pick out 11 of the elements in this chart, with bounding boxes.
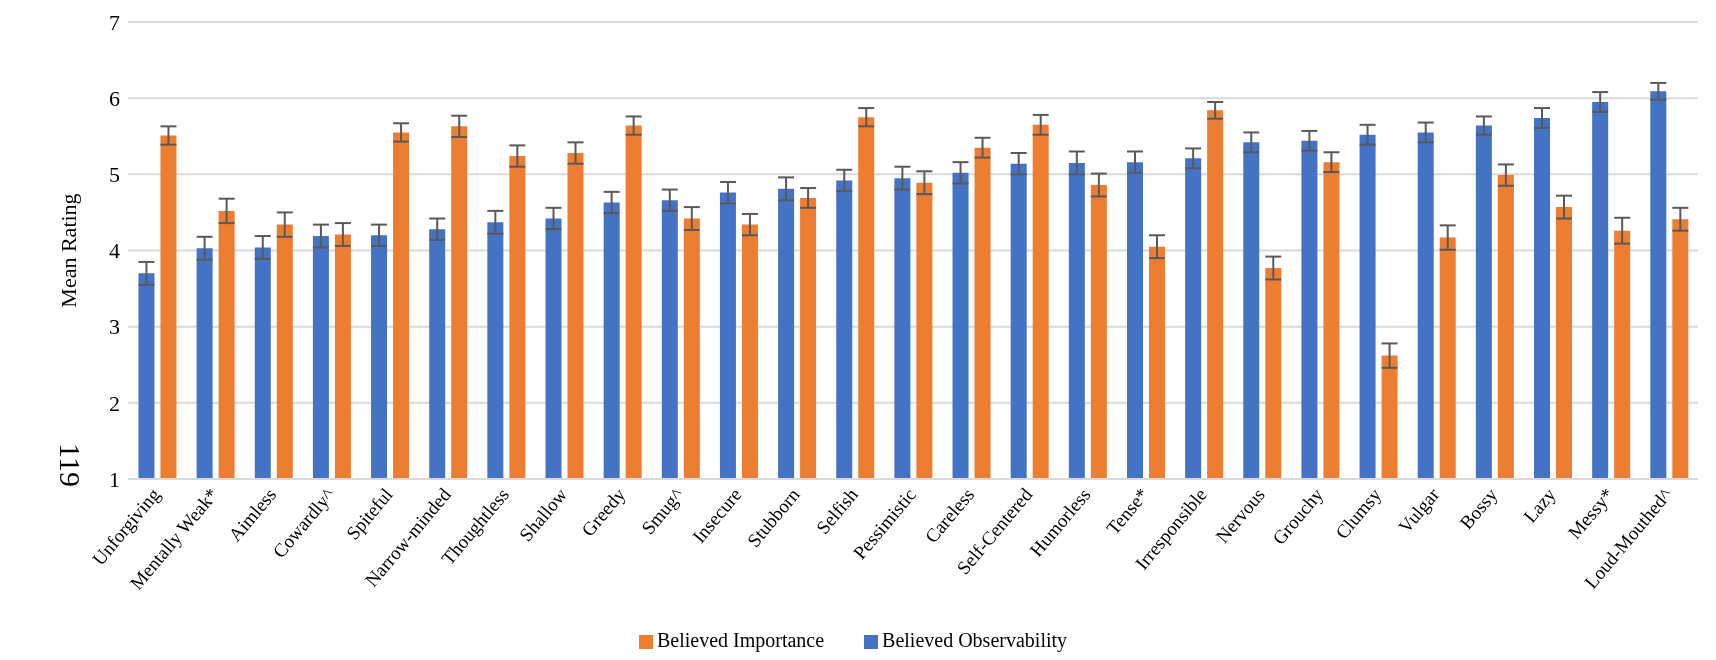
- y-tick-label: 7: [109, 9, 120, 35]
- y-tick-label: 3: [109, 314, 120, 340]
- legend-label: Believed Observability: [882, 629, 1068, 651]
- y-tick-label: 1: [109, 466, 120, 492]
- y-tick-label: 4: [109, 238, 120, 264]
- y-tick-label: 2: [109, 390, 120, 416]
- text: 119: [52, 443, 87, 487]
- y-axis-title: Mean Rating: [55, 193, 81, 308]
- y-tick-label: 6: [109, 85, 120, 111]
- legend-label: Believed Importance: [656, 629, 825, 651]
- y-tick-label: 5: [109, 162, 120, 188]
